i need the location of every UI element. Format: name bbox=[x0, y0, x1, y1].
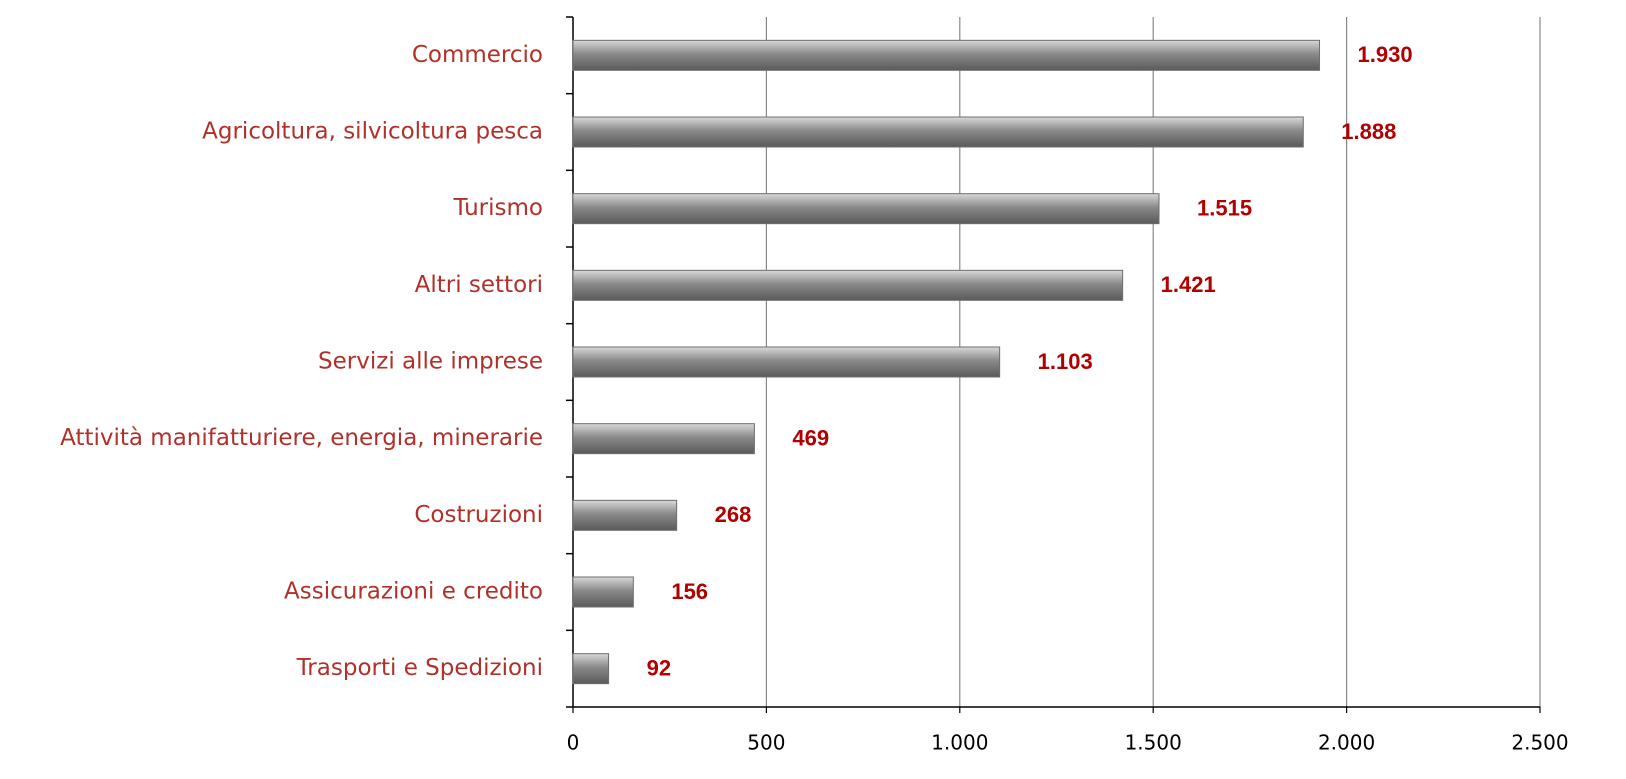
y-tick-label: Attività manifatturiere, energia, minera… bbox=[60, 425, 543, 451]
bar bbox=[573, 424, 754, 454]
bar bbox=[573, 270, 1123, 300]
data-label: 1.421 bbox=[1161, 272, 1216, 297]
x-tick-label: 1.500 bbox=[1125, 731, 1182, 755]
y-tick-label: Costruzioni bbox=[414, 502, 543, 528]
x-tick-label: 500 bbox=[747, 731, 785, 755]
data-label: 1.515 bbox=[1197, 195, 1252, 220]
x-tick-label: 0 bbox=[567, 731, 580, 755]
bar bbox=[573, 194, 1159, 224]
chart: 0 500 1.000 1.500 2.000 2.500 Commercio 1.930 Ag… bbox=[0, 0, 1626, 779]
bar bbox=[573, 654, 609, 684]
y-tick-label: Servizi alle imprese bbox=[318, 349, 543, 375]
bar bbox=[573, 347, 1000, 377]
data-label: 1.888 bbox=[1341, 119, 1396, 144]
y-tick-label: Agricoltura, silvicoltura pesca bbox=[202, 119, 543, 145]
x-tick-label: 1.000 bbox=[931, 731, 988, 755]
y-tick-label: Turismo bbox=[453, 195, 543, 221]
bar bbox=[573, 117, 1303, 147]
y-tick-label: Assicurazioni e credito bbox=[284, 579, 543, 605]
data-label: 1.103 bbox=[1038, 349, 1093, 374]
x-tick-label: 2.500 bbox=[1511, 731, 1568, 755]
bar bbox=[573, 500, 677, 530]
y-tick-label: Altri settori bbox=[415, 272, 543, 298]
y-tick-label: Trasporti e Spedizioni bbox=[296, 655, 543, 681]
bar bbox=[573, 577, 633, 607]
data-label: 469 bbox=[792, 425, 829, 450]
data-label: 268 bbox=[715, 502, 752, 527]
y-tick-label: Commercio bbox=[412, 42, 543, 68]
data-label: 1.930 bbox=[1358, 42, 1413, 67]
data-label: 156 bbox=[671, 579, 708, 604]
bar bbox=[573, 40, 1320, 70]
x-tick-label: 2.000 bbox=[1318, 731, 1375, 755]
data-label: 92 bbox=[647, 655, 671, 680]
